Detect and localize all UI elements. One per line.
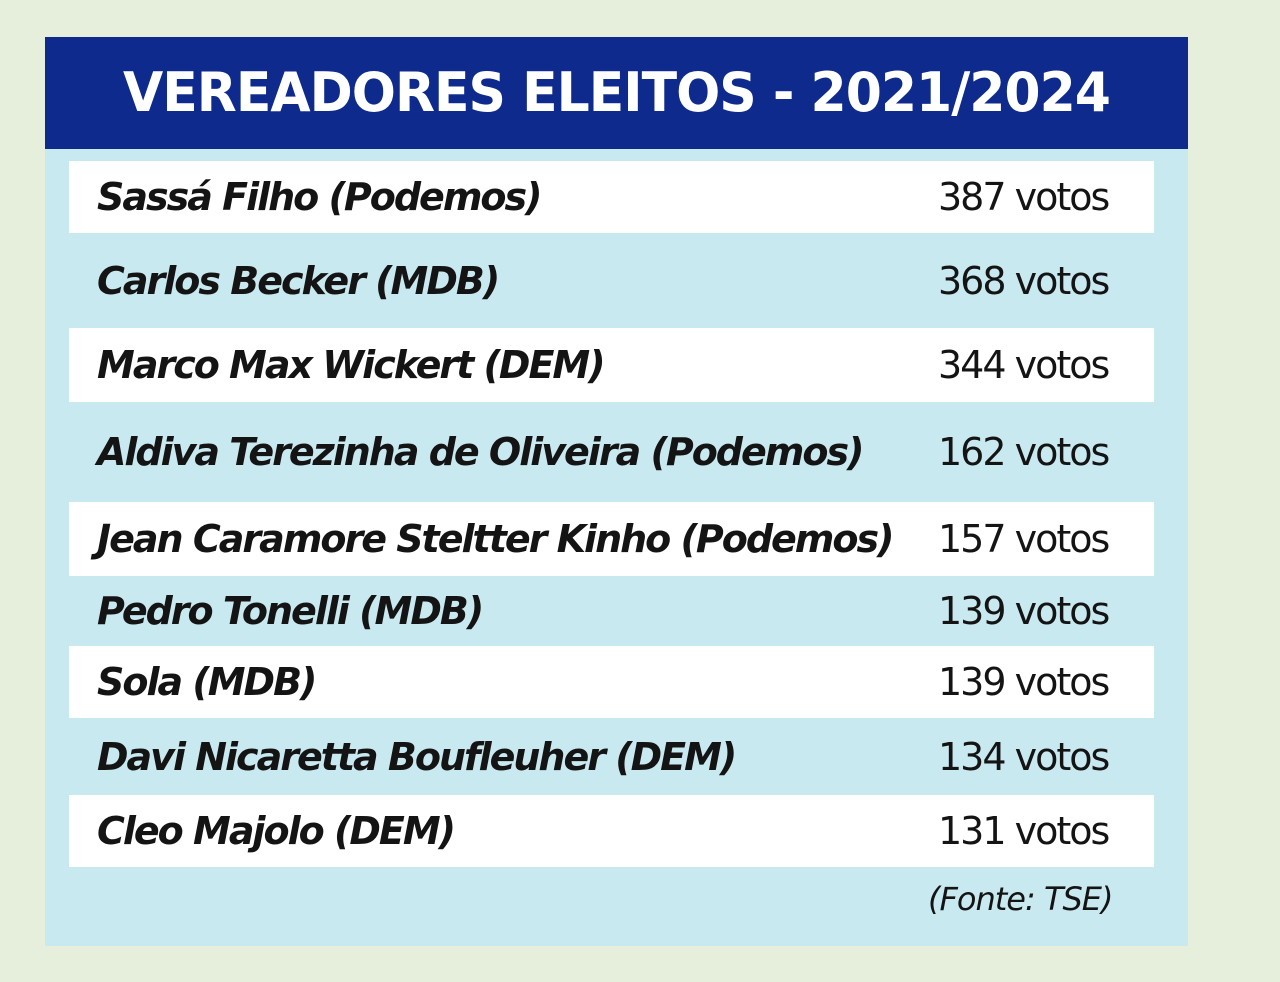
- table-row: Davi Nicaretta Boufleuher (DEM) 134 voto…: [69, 718, 1154, 795]
- candidate-name: Sassá Filho (Podemos): [97, 175, 543, 219]
- candidate-votes: 162 votos: [938, 430, 1110, 474]
- table-row: Jean Caramore Steltter Kinho (Podemos) 1…: [69, 502, 1154, 576]
- page-title: VEREADORES ELEITOS - 2021/2024: [123, 61, 1111, 125]
- table-row: Marco Max Wickert (DEM) 344 votos: [69, 328, 1154, 402]
- candidate-votes: 134 votos: [938, 734, 1110, 779]
- candidate-votes: 368 votos: [938, 258, 1110, 303]
- candidate-name: Pedro Tonelli (MDB): [97, 589, 484, 633]
- table-row: Cleo Majolo (DEM) 131 votos: [69, 795, 1154, 867]
- candidate-name: Sola (MDB): [97, 660, 317, 704]
- candidate-votes: 131 votos: [938, 809, 1110, 853]
- candidate-name: Jean Caramore Steltter Kinho (Podemos): [97, 517, 894, 561]
- table-row: Carlos Becker (MDB) 368 votos: [69, 233, 1154, 328]
- table-row: Sola (MDB) 139 votos: [69, 646, 1154, 718]
- candidate-votes: 387 votos: [938, 175, 1110, 219]
- candidate-name: Carlos Becker (MDB): [97, 258, 500, 303]
- candidate-name: Marco Max Wickert (DEM): [97, 343, 606, 387]
- table-row: Pedro Tonelli (MDB) 139 votos: [69, 576, 1154, 646]
- candidate-votes: 344 votos: [938, 343, 1110, 387]
- candidate-votes: 139 votos: [938, 660, 1110, 704]
- table-row: Sassá Filho (Podemos) 387 votos: [69, 161, 1154, 233]
- candidate-name: Cleo Majolo (DEM): [97, 809, 456, 853]
- candidate-name: Aldiva Terezinha de Oliveira (Podemos): [97, 430, 864, 474]
- candidate-votes: 139 votos: [938, 589, 1110, 633]
- source-note: (Fonte: TSE): [928, 880, 1113, 918]
- results-panel: VEREADORES ELEITOS - 2021/2024 Sassá Fil…: [45, 37, 1188, 946]
- table-row: Aldiva Terezinha de Oliveira (Podemos) 1…: [69, 402, 1154, 502]
- candidate-name: Davi Nicaretta Boufleuher (DEM): [97, 734, 737, 779]
- candidate-votes: 157 votos: [938, 517, 1110, 561]
- header-bar: VEREADORES ELEITOS - 2021/2024: [45, 37, 1188, 149]
